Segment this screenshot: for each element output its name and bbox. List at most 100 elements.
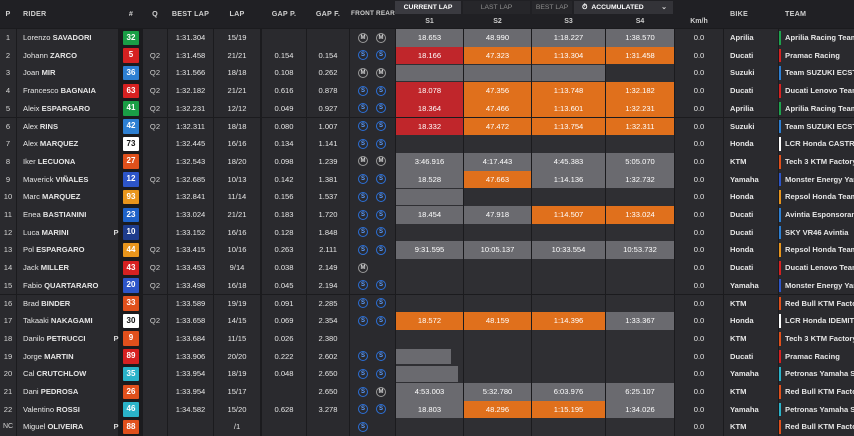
rider-name[interactable]: Marc MARQUEZ: [17, 188, 118, 206]
rider-row[interactable]: 17 Takaaki NAKAGAMI 30 Q2 1:33.658 14/15 0.069…: [0, 312, 854, 330]
rider-name[interactable]: Francesco BAGNAIA: [17, 82, 118, 100]
gap-previous: 0.154: [262, 46, 306, 65]
lap-count: 12/12: [214, 99, 260, 118]
rider-row[interactable]: 8 Iker LECUONA 27 1:32.543 18/20 0.098 1.239 M M…: [0, 152, 854, 171]
rider-name[interactable]: Takaaki NAKAGAMI: [17, 312, 118, 330]
rider-name[interactable]: Miguel OLIVEIRA: [17, 418, 118, 436]
speed-kmh: 0.0: [675, 418, 723, 436]
team-name: LCR Honda IDEMITSU: [779, 312, 854, 330]
rider-name[interactable]: Alex RINS: [17, 117, 118, 136]
bike-manufacturer: Suzuki: [724, 64, 778, 83]
col-best-lap-header[interactable]: BEST LAP: [171, 9, 210, 18]
best-lap-time: 1:33.684: [168, 329, 213, 348]
rider-row[interactable]: 2 Johann ZARCO 5 Q2 1:31.458 21/21 0.154 0.154 S…: [0, 46, 854, 65]
tab-current-lap[interactable]: CURRENT LAP: [395, 1, 461, 14]
rider-row[interactable]: 3 Joan MIR 36 Q2 1:31.566 18/18 0.108 0.262 M M 0.…: [0, 64, 854, 83]
rider-row[interactable]: 20 Cal CRUTCHLOW 35 1:33.954 18/19 0.048 2.650…: [0, 365, 854, 383]
rider-name[interactable]: Alex MARQUEZ: [17, 135, 118, 153]
position: 12: [0, 223, 16, 242]
rider-row[interactable]: 10 Marc MARQUEZ 93 1:32.841 11/14 0.156 1.537 S…: [0, 188, 854, 206]
col-bike-header[interactable]: BIKE: [730, 9, 748, 18]
rider-name[interactable]: Enea BASTIANINI: [17, 206, 118, 224]
rider-row[interactable]: 11 Enea BASTIANINI 23 1:33.024 21/21 0.183 1.7…: [0, 206, 854, 224]
rider-number: 5: [121, 47, 141, 65]
sector-s3: [532, 223, 605, 242]
position: 10: [0, 188, 16, 206]
col-number-header[interactable]: #: [128, 9, 134, 18]
rider-first-name: Takaaki: [23, 316, 49, 326]
best-lap-time: 1:33.954: [168, 365, 213, 383]
sector-s4: 1:33.367: [606, 312, 674, 330]
speed-kmh: 0.0: [675, 170, 723, 189]
rider-first-name: Francesco: [23, 86, 59, 96]
rider-row[interactable]: 13 Pol ESPARGARO 44 Q2 1:33.415 10/16 0.263 2.1…: [0, 241, 854, 260]
qualifying-session: Q2: [143, 241, 167, 260]
rider-name[interactable]: Brad BINDER: [17, 294, 118, 313]
rider-row[interactable]: 16 Brad BINDER 33 1:33.589 19/19 0.091 2.285 S S…: [0, 294, 854, 313]
rider-name[interactable]: Dani PEDROSA: [17, 383, 118, 401]
rider-name[interactable]: Cal CRUTCHLOW: [17, 365, 118, 383]
rider-row[interactable]: 21 Dani PEDROSA 26 1:33.954 15/17 2.650 S M 4:53…: [0, 383, 854, 401]
rider-row[interactable]: 1 Lorenzo SAVADORI 32 1:31.304 15/19 M M 18.653…: [0, 29, 854, 47]
rider-name[interactable]: Lorenzo SAVADORI: [17, 29, 118, 47]
rider-number: 9: [121, 330, 141, 348]
tab-best-lap[interactable]: BEST LAP: [532, 1, 572, 14]
col-rider-header[interactable]: RIDER: [23, 9, 47, 18]
rider-name[interactable]: Pol ESPARGARO: [17, 241, 118, 260]
rider-name[interactable]: Jorge MARTIN: [17, 347, 118, 366]
rider-row[interactable]: 12 Luca MARINI P 10 1:33.152 16/16 0.128 1.848 S…: [0, 223, 854, 242]
rider-row[interactable]: 5 Aleix ESPARGARO 41 Q2 1:32.231 12/12 0.049 0.…: [0, 99, 854, 118]
col-lap-header[interactable]: LAP: [229, 9, 245, 18]
rider-row[interactable]: NC Miguel OLIVEIRA P 88/1 S 0.0 KTM Red Bull KT…: [0, 418, 854, 436]
rider-row[interactable]: 22 Valentino ROSSI 46 1:34.582 15/20 0.628 3.2…: [0, 400, 854, 419]
sector-s2: [464, 294, 531, 313]
rider-row[interactable]: 9 Maverick VIÑALES 12 Q2 1:32.685 10/13 0.142 1…: [0, 170, 854, 189]
rider-row[interactable]: 19 Jorge MARTIN 89 1:33.906 20/20 0.222 2.602 S…: [0, 347, 854, 366]
col-gap-f-header[interactable]: GAP F.: [315, 9, 341, 18]
rider-number: 36: [121, 64, 141, 82]
rider-row[interactable]: 14 Jack MILLER 43 Q2 1:33.453 9/14 0.038 2.149 M…: [0, 259, 854, 277]
rider-name[interactable]: Johann ZARCO: [17, 46, 118, 65]
rider-name[interactable]: Joan MIR: [17, 64, 118, 83]
col-tyres-header[interactable]: FRONT REAR: [351, 10, 395, 17]
rider-name[interactable]: Valentino ROSSI: [17, 400, 118, 419]
bike-manufacturer: KTM: [724, 294, 778, 313]
rider-first-name: Pol: [23, 245, 34, 255]
rider-name[interactable]: Luca MARINI: [17, 223, 118, 242]
rider-name[interactable]: Aleix ESPARGARO: [17, 99, 118, 118]
qualifying-session: [143, 418, 167, 436]
rider-number-badge: 41: [123, 101, 139, 116]
lap-count: 15/19: [214, 29, 260, 47]
rider-row[interactable]: 18 Danilo PETRUCCI P 9 1:33.684 11/15 0.026 2.3…: [0, 329, 854, 348]
rider-row[interactable]: 4 Francesco BAGNAIA 63 Q2 1:32.182 21/21 0.616…: [0, 82, 854, 100]
lap-count: 15/17: [214, 383, 260, 401]
best-lap-time: 1:32.543: [168, 152, 213, 171]
sector-s1: [396, 276, 463, 295]
rider-name[interactable]: Jack MILLER: [17, 259, 118, 277]
rider-row[interactable]: 6 Alex RINS 42 Q2 1:32.311 18/18 0.080 1.007 S S 1…: [0, 117, 854, 136]
team-name: Pramac Racing: [779, 347, 854, 366]
col-team-header[interactable]: TEAM: [785, 9, 807, 18]
col-gap-p-header[interactable]: GAP P.: [271, 9, 297, 18]
col-s4-header: S4: [635, 18, 645, 25]
rider-number: 43: [121, 259, 141, 277]
tyre-front-icon: S: [358, 404, 368, 415]
accumulated-dropdown[interactable]: ⏱ ACCUMULATED ⌄: [574, 1, 673, 14]
sector-s2: 48.990: [464, 29, 531, 47]
rider-name[interactable]: Fabio QUARTARARO: [17, 276, 118, 295]
rider-row[interactable]: 15 Fabio QUARTARARO 20 Q2 1:33.498 16/18 0.045…: [0, 276, 854, 295]
pit-flag: [112, 241, 120, 259]
col-pos-header[interactable]: P: [5, 9, 11, 18]
rider-row[interactable]: 7 Alex MARQUEZ 73 1:32.445 16/16 0.134 1.141 S S…: [0, 135, 854, 153]
rider-name[interactable]: Iker LECUONA: [17, 152, 118, 171]
sector-s2: 48.159: [464, 312, 531, 330]
rider-name[interactable]: Danilo PETRUCCI: [17, 329, 118, 348]
tab-last-lap[interactable]: LAST LAP: [463, 1, 530, 14]
col-q-header[interactable]: Q: [152, 9, 158, 18]
rider-name[interactable]: Maverick VIÑALES: [17, 170, 118, 189]
pit-flag: [112, 295, 120, 313]
rider-number: 73: [121, 135, 141, 153]
